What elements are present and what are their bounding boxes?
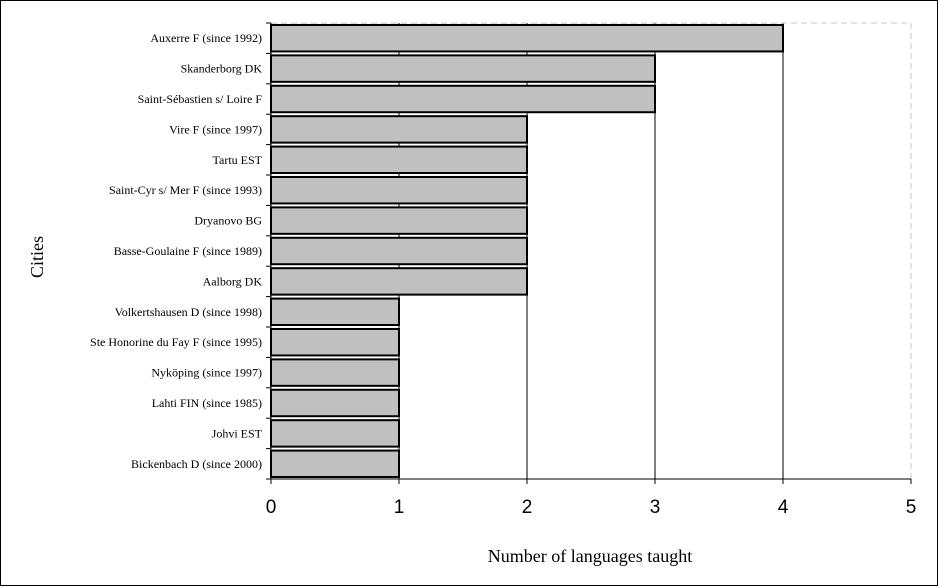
x-tick-label: 5 [906,497,917,518]
bar [270,23,784,53]
bar [270,449,400,479]
category-label: Saint-Sébastien s/ Loire F [138,92,263,106]
bar [270,236,528,266]
tick-labels: 0 1 2 3 4 5 [266,497,917,518]
x-axis-title: Number of languages taught [488,546,692,566]
category-label: Auxerre F (since 1992) [150,31,262,45]
y-axis-title: Cities [27,236,47,278]
bar [270,175,528,205]
bar [270,419,400,448]
category-label: Vire F (since 1997) [169,122,262,136]
category-labels: Auxerre F (since 1992) Skanderborg DK Sain… [90,31,263,471]
x-tick-label: 1 [394,497,405,518]
category-label: Basse-Goulaine F (since 1989) [114,244,262,258]
bar [270,54,656,83]
axes [266,22,912,484]
bar [270,267,528,296]
bar [270,115,528,144]
category-label: Dryanovo BG [194,214,262,228]
bar [270,84,656,114]
category-label: Bickenbach D (since 2000) [131,457,262,471]
category-label: Tartu EST [213,153,263,167]
bar [270,206,528,235]
category-label: Lahti FIN (since 1985) [152,396,262,410]
category-label: Skanderborg DK [181,62,263,76]
category-label: Nyköping (since 1997) [151,366,262,380]
category-label: Johvi EST [212,426,263,440]
bar [270,145,528,175]
bar [270,388,400,418]
bar [270,297,400,327]
x-tick-label: 4 [778,497,789,518]
bar [270,358,400,387]
category-label: Aalborg DK [203,274,263,288]
x-tick-label: 0 [266,497,277,518]
bars [270,23,784,479]
bar [270,327,400,357]
x-tick-label: 2 [522,497,533,518]
category-label: Saint-Cyr s/ Mer F (since 1993) [109,183,262,197]
category-label: Volkertshausen D (since 1998) [115,305,262,319]
x-tick-label: 3 [650,497,661,518]
category-label: Ste Honorine du Fay F (since 1995) [90,335,262,349]
